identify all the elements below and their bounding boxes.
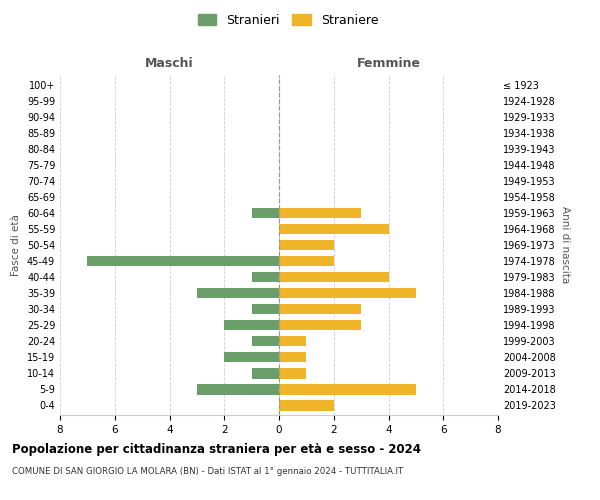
Bar bbox=[279, 256, 334, 266]
Bar bbox=[279, 352, 307, 362]
Bar bbox=[224, 352, 279, 362]
Text: Maschi: Maschi bbox=[145, 57, 194, 70]
Y-axis label: Fasce di età: Fasce di età bbox=[11, 214, 21, 276]
Bar bbox=[251, 368, 279, 378]
Y-axis label: Anni di nascita: Anni di nascita bbox=[560, 206, 569, 284]
Bar bbox=[88, 256, 279, 266]
Bar bbox=[279, 384, 416, 394]
Bar bbox=[251, 272, 279, 282]
Bar bbox=[197, 384, 279, 394]
Bar bbox=[279, 304, 361, 314]
Bar bbox=[251, 208, 279, 218]
Bar bbox=[279, 336, 307, 346]
Bar bbox=[279, 240, 334, 250]
Text: COMUNE DI SAN GIORGIO LA MOLARA (BN) - Dati ISTAT al 1° gennaio 2024 - TUTTITALI: COMUNE DI SAN GIORGIO LA MOLARA (BN) - D… bbox=[12, 468, 403, 476]
Bar bbox=[279, 320, 361, 330]
Bar bbox=[197, 288, 279, 298]
Bar bbox=[251, 304, 279, 314]
Bar bbox=[224, 320, 279, 330]
Bar bbox=[279, 288, 416, 298]
Legend: Stranieri, Straniere: Stranieri, Straniere bbox=[193, 8, 383, 32]
Text: Femmine: Femmine bbox=[356, 57, 421, 70]
Bar bbox=[279, 224, 389, 234]
Bar bbox=[251, 336, 279, 346]
Text: Popolazione per cittadinanza straniera per età e sesso - 2024: Popolazione per cittadinanza straniera p… bbox=[12, 442, 421, 456]
Bar bbox=[279, 400, 334, 410]
Bar bbox=[279, 208, 361, 218]
Bar bbox=[279, 272, 389, 282]
Bar bbox=[279, 368, 307, 378]
